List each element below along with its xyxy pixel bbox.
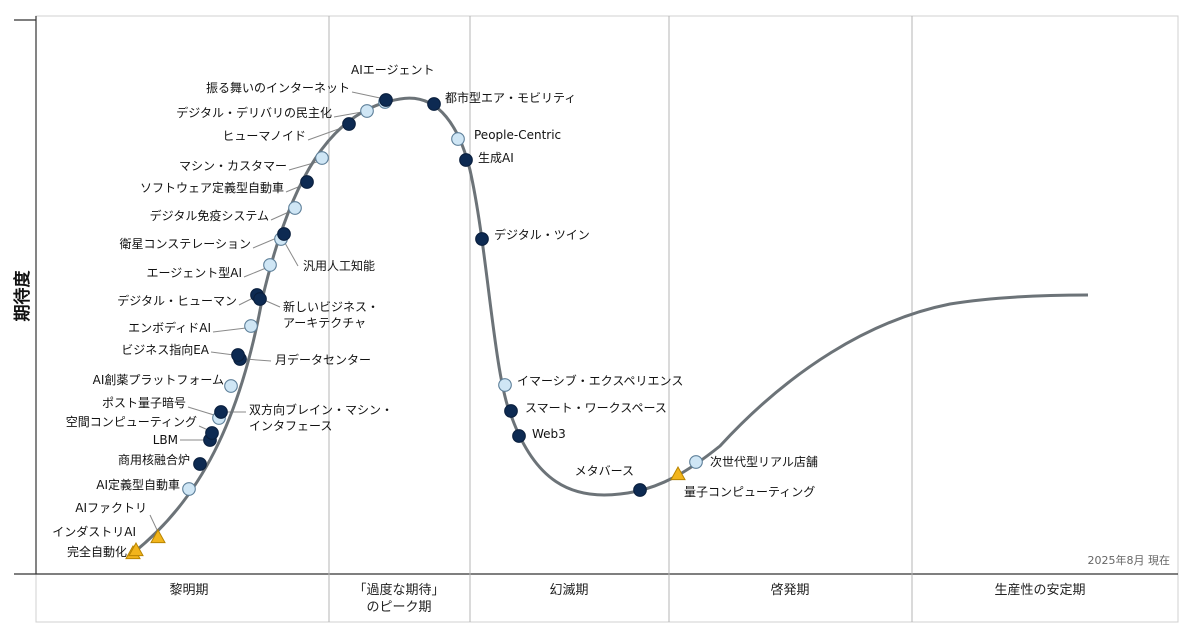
phase-label: 黎明期 <box>169 583 208 598</box>
tech-label: 双方向ブレイン・マシン・インタフェース <box>249 402 393 433</box>
leader-line <box>210 351 235 356</box>
leader-line <box>243 267 267 278</box>
tech-marker <box>182 482 196 496</box>
tech-marker <box>205 426 219 440</box>
leader-lines <box>149 91 381 533</box>
tech-label: AIファクトリ <box>75 501 147 515</box>
tech-label: デジタル・デリバリの民主化 <box>176 105 332 120</box>
hype-curve <box>132 96 1089 555</box>
tech-marker <box>379 93 393 107</box>
tech-label: メタバース <box>575 464 634 478</box>
tech-label: 衛星コンステレーション <box>119 237 251 251</box>
tech-label: ソフトウェア定義型自動車 <box>140 180 284 195</box>
tech-label: 次世代型リアル店舗 <box>710 455 818 469</box>
tech-label: デジタル・ヒューマン <box>117 293 237 308</box>
tech-label: エージェント型AI <box>146 266 242 280</box>
plot-border <box>35 15 1179 623</box>
tech-label: People-Centric <box>474 128 561 142</box>
tech-label: Web3 <box>532 427 566 441</box>
tech-label: マシン・カスタマー <box>179 159 287 173</box>
tech-label: AIエージェント <box>351 63 435 77</box>
tech-label: ポスト量子暗号 <box>102 395 186 410</box>
tech-marker <box>193 457 207 471</box>
tech-marker <box>263 258 277 272</box>
tech-label: ヒューマノイド <box>222 129 306 143</box>
phase-label: 「過度な期待」 <box>353 582 444 598</box>
tech-marker <box>231 348 245 362</box>
tech-label: イマーシブ・エクスペリエンス <box>517 373 683 388</box>
leader-line <box>351 91 381 99</box>
leader-line <box>333 111 363 118</box>
tech-label: 完全自動化 <box>67 544 127 559</box>
tech-marker <box>633 483 647 497</box>
tech-marker <box>451 132 465 146</box>
tech-label: 生成AI <box>478 151 514 165</box>
tech-marker <box>498 378 512 392</box>
leader-line <box>238 297 254 306</box>
tech-marker <box>689 455 703 469</box>
tech-marker <box>224 379 238 393</box>
tech-label: 商用核融合炉 <box>118 452 190 467</box>
y-axis-label: 期待度 <box>12 270 33 322</box>
technology-labels: 完全自動化 インダストリAI AIファクトリ AI定義型自動車 商用核融合炉 LBM 空間コ… <box>52 63 818 559</box>
tech-marker <box>128 541 144 557</box>
phase-label: 啓発期 <box>770 583 809 598</box>
tech-marker <box>253 292 267 306</box>
phase-label: 生産性の安定期 <box>994 582 1085 598</box>
tech-marker <box>504 404 518 418</box>
tech-label: デジタル免疫システム <box>150 208 269 223</box>
tech-marker <box>315 151 329 165</box>
tech-label: デジタル・ツイン <box>494 227 590 242</box>
tech-label: 量子コンピューティング <box>684 485 815 499</box>
tech-marker <box>512 429 526 443</box>
tech-marker <box>288 201 302 215</box>
tech-label: 都市型エア・モビリティ <box>445 90 576 105</box>
tech-marker <box>427 97 441 111</box>
tech-label: 月データセンター <box>275 352 371 367</box>
tech-label: スマート・ワークスペース <box>525 401 667 415</box>
leader-line <box>263 299 281 308</box>
phase-label: 幻滅期 <box>549 583 588 598</box>
tech-marker <box>670 465 686 481</box>
tech-label: ビジネス指向EA <box>121 342 210 357</box>
tech-label: AI定義型自動車 <box>96 477 180 492</box>
tech-label: インダストリAI <box>52 524 136 539</box>
tech-marker <box>459 153 473 167</box>
tech-marker <box>150 528 166 544</box>
tech-label: AI創薬プラットフォーム <box>93 373 224 387</box>
phase-labels: 黎明期 「過度な期待」のピーク期 幻滅期 啓発期 生産性の安定期 <box>169 582 1085 615</box>
leader-line <box>187 406 215 416</box>
tech-label: 汎用人工知能 <box>303 259 375 273</box>
leader-line <box>212 327 247 333</box>
tech-marker <box>277 227 291 241</box>
tech-marker <box>475 232 489 246</box>
technology-markers <box>125 93 703 560</box>
tech-marker <box>360 104 374 118</box>
tech-marker <box>300 175 314 189</box>
leader-line <box>284 242 299 267</box>
as-of-date: 2025年8月 現在 <box>1088 553 1171 567</box>
tech-label: 振る舞いのインターネット <box>206 81 350 95</box>
tech-label: エンボディドAI <box>128 320 211 335</box>
chart-frame <box>14 15 1179 623</box>
tech-marker <box>244 319 258 333</box>
tech-label: 新しいビジネス・アーキテクチャ <box>283 299 379 330</box>
leader-line <box>149 514 159 533</box>
tech-marker <box>214 405 228 419</box>
tech-label: LBM <box>153 433 178 447</box>
tech-label: 空間コンピューティング <box>66 415 197 429</box>
tech-marker <box>342 117 356 131</box>
phase-label: のピーク期 <box>366 600 431 615</box>
